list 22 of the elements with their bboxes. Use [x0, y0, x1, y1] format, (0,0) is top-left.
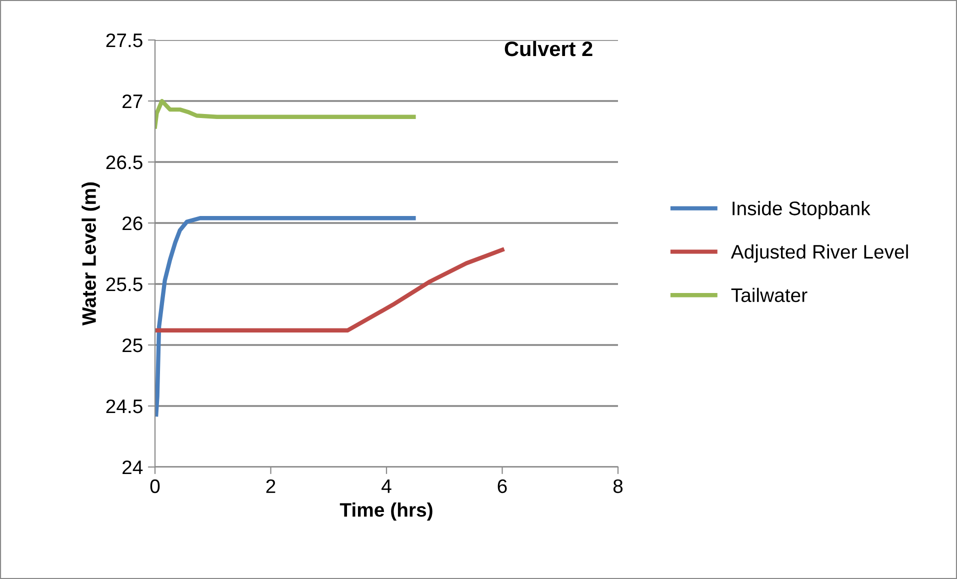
x-tick-label: 2	[266, 479, 276, 493]
y-tick-label: 25.5	[106, 277, 142, 292]
y-tick-label: 24	[122, 460, 143, 474]
legend-label: Tailwater	[731, 288, 808, 302]
legend-label: Adjusted River Level	[730, 244, 908, 263]
line-series	[155, 98, 416, 129]
legend-label: Inside Stopbank	[732, 201, 870, 220]
x-tick-label: 4	[382, 480, 392, 493]
y-tick-label: 24.5	[106, 399, 142, 414]
line-series	[155, 216, 416, 417]
line-series	[155, 248, 504, 332]
x-tick-label: 0	[150, 479, 160, 494]
y-tick-label: 26	[122, 216, 142, 230]
y-tick-label: 26.5	[106, 155, 142, 170]
y-tick-label: 27	[122, 94, 142, 108]
y-tick-label: 25	[122, 338, 142, 352]
y-tick-label: 27.5	[106, 33, 142, 48]
x-axis-title: Time (hrs)	[340, 502, 432, 521]
y-axis-title: Water Level (m)	[82, 182, 100, 326]
x-tick-label: 6	[498, 479, 507, 494]
x-tick-label: 8	[613, 479, 623, 494]
chart-title: Culvert 2	[504, 40, 592, 56]
